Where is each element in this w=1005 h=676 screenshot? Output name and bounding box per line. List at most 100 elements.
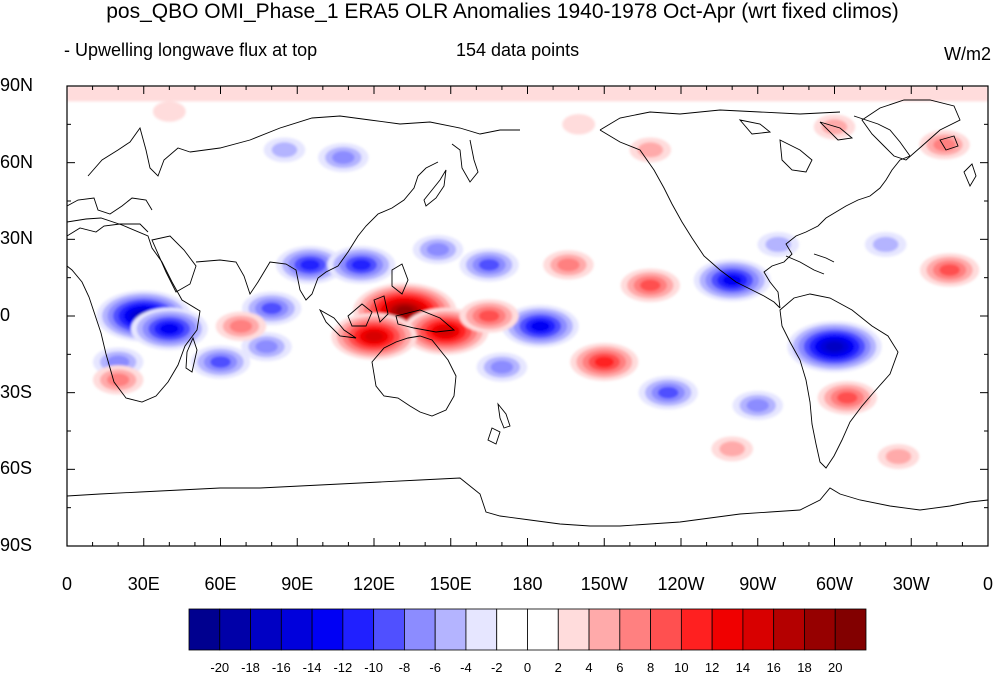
colorbar-label: -16	[271, 660, 291, 675]
colorbar-label: -20	[210, 660, 230, 675]
anomaly-contour	[261, 302, 282, 315]
anomaly-contour	[426, 243, 450, 257]
axis-ticks	[66, 85, 989, 547]
colorbar-swatch	[465, 608, 498, 651]
anomaly-contour	[106, 355, 130, 369]
coastline-new-zealand	[487, 402, 511, 445]
colorbar-label: -14	[302, 660, 322, 675]
anomaly-contour	[365, 331, 383, 342]
longitude-label: 150W	[580, 574, 628, 594]
positive-anomaly-region	[570, 343, 639, 381]
longitude-label: 180	[512, 574, 543, 594]
coastline-south-asia	[195, 161, 439, 301]
negative-anomaly-region	[241, 332, 292, 362]
colorbar-label: 8	[646, 660, 655, 675]
longitude-label: 120E	[352, 574, 396, 594]
anomaly-contour	[640, 279, 661, 292]
colorbar-swatch	[373, 608, 405, 651]
coastline-arabia	[151, 235, 197, 293]
negative-anomaly-region	[412, 234, 464, 265]
coastline-south-america	[779, 293, 899, 469]
longitude-label: 120W	[657, 574, 705, 594]
anomaly-contour	[210, 356, 231, 368]
positive-anomaly-region	[817, 380, 877, 415]
anomaly-contour	[557, 258, 580, 272]
colorbar-swatch	[834, 608, 867, 651]
anomaly-contour	[719, 441, 745, 457]
anomaly-contour	[657, 386, 679, 399]
map-title: pos_QBO OMI_Phase_1 ERA5 OLR Anomalies 1…	[106, 0, 899, 23]
colorbar-swatch	[588, 608, 621, 651]
anomaly-contour	[478, 310, 500, 322]
anomaly-contour	[872, 236, 899, 253]
colorbar-swatch	[404, 608, 436, 651]
anomaly-contour	[933, 138, 956, 152]
coastline-greenland	[861, 99, 961, 161]
colorbar-label: -18	[241, 660, 260, 675]
anomaly-contour	[271, 142, 298, 158]
data-points-count: 154 data points	[456, 40, 580, 60]
longitude-label: 90W	[739, 574, 777, 594]
coastline-caribbean	[785, 253, 835, 275]
colorbar-swatch	[773, 608, 805, 651]
coastline-europe	[67, 115, 520, 237]
anomaly-contour	[255, 340, 278, 354]
positive-anomaly-region	[711, 436, 753, 462]
colorbar-swatch	[280, 608, 313, 651]
latitude-label: 90S	[0, 535, 33, 555]
negative-anomaly-region	[693, 259, 771, 302]
colorbar-swatch	[804, 608, 836, 651]
longitude-label: 30W	[892, 574, 930, 594]
units-label: W/m2	[944, 44, 991, 64]
anomaly-contour	[530, 321, 550, 332]
positive-anomaly-region	[620, 268, 680, 303]
anomaly-contour	[562, 114, 596, 135]
anomaly-contour	[106, 373, 130, 387]
coastline-kamchatka	[451, 139, 479, 183]
positive-anomaly-region	[877, 444, 920, 469]
longitude-label: 0	[61, 574, 72, 594]
coastline-north-america	[599, 109, 911, 309]
colorbar-swatch	[311, 608, 344, 651]
longitude-label: 90E	[281, 574, 314, 594]
colorbar-swatch	[680, 608, 713, 651]
colorbar-swatch	[742, 608, 775, 651]
anomaly-contour	[332, 151, 355, 165]
colorbar-label: -2	[490, 660, 503, 675]
variable-description: - Upwelling longwave flux at top	[64, 40, 318, 60]
colorbar-swatch	[619, 608, 651, 651]
latitude-label: 60N	[0, 151, 34, 172]
positive-anomaly-region	[562, 114, 596, 135]
colorbar-swatch	[711, 608, 744, 651]
colorbar-swatch	[188, 608, 221, 651]
negative-anomaly-region	[476, 352, 528, 382]
negative-anomaly-region	[263, 137, 306, 163]
colorbar-label: 6	[616, 660, 624, 675]
anomaly-contour	[746, 398, 769, 412]
longitude-label: 0	[982, 574, 993, 594]
colorbar-label: 12	[704, 660, 720, 675]
negative-anomaly-region	[757, 232, 800, 257]
latitude-label: 30N	[0, 228, 34, 249]
positive-anomaly-region	[919, 130, 970, 160]
anomaly-contour	[300, 259, 320, 271]
colorbar-swatch	[557, 608, 590, 651]
coastline-africa	[67, 217, 201, 403]
positive-anomaly-region	[629, 137, 672, 163]
coastline-japan	[423, 169, 447, 207]
colorbar-label: -8	[398, 660, 411, 675]
colorbar-label: 4	[585, 660, 593, 675]
negative-anomaly-region	[638, 375, 698, 410]
colorbar-label: -12	[333, 660, 353, 675]
colorbar-label: 0	[523, 660, 532, 675]
coastline-arctic-islands	[738, 119, 854, 173]
colorbar-label: 18	[797, 660, 812, 675]
colorbar-label: -6	[429, 660, 441, 675]
positive-anomaly-region	[813, 114, 856, 140]
anomaly-contour	[885, 448, 912, 465]
colorbar-swatch	[650, 608, 682, 651]
longitude-label: 30E	[127, 574, 160, 594]
anomaly-contour	[825, 341, 844, 352]
colorbar-swatch	[527, 608, 559, 651]
